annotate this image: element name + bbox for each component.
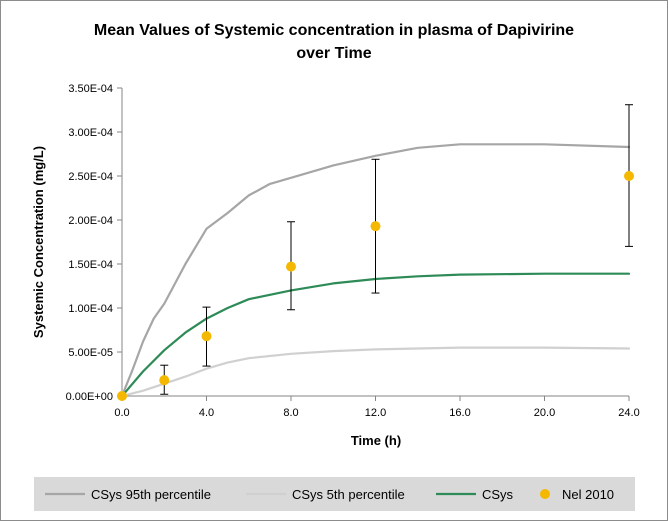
x-tick-label: 16.0 [449, 407, 470, 419]
y-tick-label: 1.50E-04 [68, 259, 113, 271]
y-tick-label: 2.00E-04 [68, 215, 113, 227]
x-tick-label: 8.0 [283, 407, 298, 419]
legend-label-csys-95th-percentile: CSys 95th percentile [91, 487, 211, 502]
data-point-nel-2010 [117, 391, 127, 401]
x-tick-label: 24.0 [618, 407, 639, 419]
series-line-csys [120, 272, 631, 398]
y-tick-label: 0.00E+00 [66, 391, 113, 403]
x-tick-label: 4.0 [199, 407, 214, 419]
legend-swatch-nel-2010 [540, 489, 550, 499]
legend-svg: CSys 95th percentile CSys 5th percentile C… [45, 487, 614, 502]
legend-label-nel-2010: Nel 2010 [562, 487, 614, 502]
series-line-csys-5th-percentile [120, 346, 631, 398]
plot-area [117, 104, 634, 401]
legend-label-csys: CSys [482, 487, 514, 502]
y-tick-label: 5.00E-05 [68, 347, 113, 359]
data-point-nel-2010 [286, 261, 296, 272]
y-axis-label: Systemic Concentration (mg/L) [31, 146, 46, 338]
y-tick-label: 2.50E-04 [68, 171, 113, 183]
x-axis-label: Time (h) [351, 433, 401, 448]
data-point-nel-2010 [624, 171, 634, 181]
x-tick-label: 12.0 [365, 407, 386, 419]
y-tick-label: 3.00E-04 [68, 127, 113, 139]
data-point-nel-2010 [201, 331, 212, 342]
data-point-nel-2010 [370, 221, 381, 232]
y-tick-label: 1.00E-04 [68, 303, 113, 315]
legend: CSys 95th percentile CSys 5th percentile C… [34, 477, 635, 511]
series-line-csys-95th-percentile [120, 143, 631, 398]
x-tick-label: 20.0 [534, 407, 555, 419]
chart-title-line-1: Mean Values of Systemic concentration in… [94, 22, 574, 39]
axes: 0.00E+00 5.00E-05 1.00E-04 1.50E-04 2.00E-04… [66, 83, 640, 419]
legend-label-csys-5th-percentile: CSys 5th percentile [292, 487, 405, 502]
x-tick-label: 0.0 [114, 407, 129, 419]
y-tick-label: 3.50E-04 [68, 83, 113, 95]
chart-title-line-2: over Time [296, 45, 371, 62]
data-point-nel-2010 [159, 375, 170, 386]
